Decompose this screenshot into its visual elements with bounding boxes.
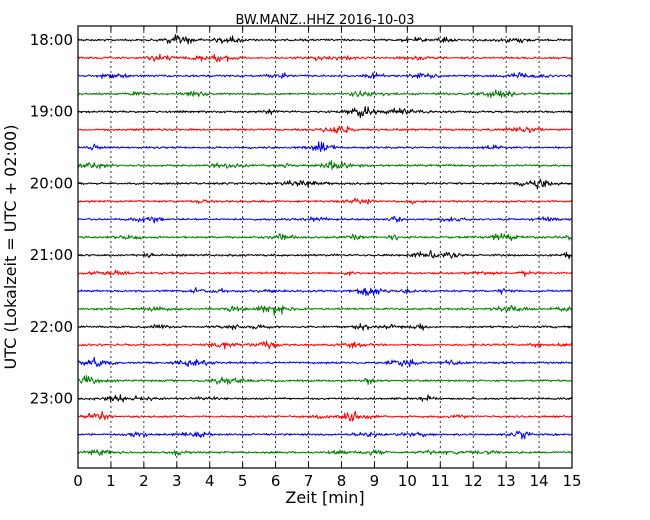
x-tick-label: 3	[172, 472, 182, 490]
x-tick-label: 14	[530, 472, 549, 490]
seismic-traces	[77, 34, 573, 456]
trace-2115	[77, 269, 573, 278]
trace-2000	[77, 178, 573, 190]
x-tick-label: 4	[205, 472, 215, 490]
y-tick-label: 23:00	[30, 390, 73, 408]
trace-2330	[77, 430, 573, 440]
trace-2145	[77, 304, 573, 317]
trace-1930	[77, 141, 573, 153]
trace-2030	[77, 215, 573, 224]
trace-2130	[77, 286, 573, 297]
x-tick-label: 15	[562, 472, 581, 490]
x-tick-label: 8	[337, 472, 347, 490]
grid-lines	[110, 26, 540, 468]
x-tick-label: 5	[238, 472, 248, 490]
y-tick-label: 19:00	[30, 103, 73, 121]
x-tick-label: 9	[370, 472, 380, 490]
x-axis-label: Zeit [min]	[285, 488, 364, 507]
x-tick-label: 2	[139, 472, 149, 490]
trace-2015	[77, 198, 573, 205]
x-tick-label: 0	[73, 472, 83, 490]
plot-frame	[77, 25, 573, 469]
x-tick-label: 12	[464, 472, 483, 490]
y-tick-label: 18:00	[30, 31, 73, 49]
trace-1845	[77, 89, 573, 98]
x-axis-ticks: 0 1 2 3 4 5 6 7 8 9 10 11 12 13 14 15	[73, 26, 582, 490]
x-tick-label: 1	[106, 472, 116, 490]
x-tick-label: 11	[431, 472, 450, 490]
y-tick-label: 20:00	[30, 174, 73, 192]
trace-2245	[77, 375, 573, 386]
trace-1800	[77, 34, 573, 45]
trace-1830	[77, 72, 573, 80]
trace-1900	[77, 105, 573, 119]
trace-2345	[77, 449, 573, 456]
trace-1945	[77, 159, 573, 171]
y-tick-label: 21:00	[30, 246, 73, 264]
trace-2300	[77, 394, 573, 403]
y-axis-ticks: 18:00 19:00 20:00 21:00 22:00 23:00	[30, 31, 572, 408]
x-tick-label: 13	[497, 472, 516, 490]
trace-2045	[77, 232, 573, 242]
chart-title: BW.MANZ..HHZ 2016-10-03	[235, 13, 414, 28]
trace-1915	[77, 125, 573, 134]
trace-1815	[77, 53, 573, 63]
y-axis-label: UTC (Lokalzeit = UTC + 02:00)	[1, 125, 20, 370]
trace-2315	[77, 410, 573, 422]
y-tick-label: 22:00	[30, 318, 73, 336]
x-tick-label: 7	[304, 472, 314, 490]
trace-2230	[77, 356, 573, 368]
trace-2215	[77, 340, 573, 350]
trace-2100	[77, 249, 573, 260]
x-tick-label: 6	[271, 472, 281, 490]
x-tick-label: 10	[398, 472, 417, 490]
trace-2200	[77, 322, 573, 331]
